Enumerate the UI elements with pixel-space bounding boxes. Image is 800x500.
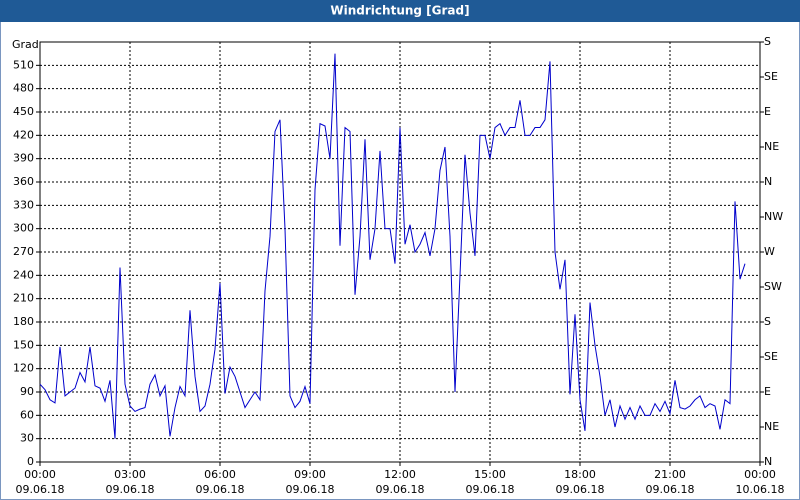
chart-title: Windrichtung [Grad] <box>330 4 469 18</box>
y-tick-label: 420 <box>13 128 34 141</box>
y-tick-label: 480 <box>13 82 34 95</box>
y2-tick-label: W <box>764 245 775 258</box>
x-tick-label: 06:00 <box>204 468 236 481</box>
y2-tick-label: SE <box>764 350 778 363</box>
y-tick-label: 150 <box>13 338 34 351</box>
x-tick-date: 09.06.18 <box>106 483 155 496</box>
y-tick-label: 510 <box>13 58 34 71</box>
x-tick-label: 00:00 <box>744 468 776 481</box>
y-tick-label: 0 <box>27 455 34 468</box>
y-tick-label: 180 <box>13 315 34 328</box>
x-tick-date: 09.06.18 <box>286 483 335 496</box>
y-tick-label: 390 <box>13 152 34 165</box>
y-axis-label: Grad <box>12 38 39 51</box>
title-bar <box>0 0 800 22</box>
y-tick-label: 240 <box>13 268 34 281</box>
x-tick-label: 00:00 <box>24 468 56 481</box>
y2-tick-label: NE <box>764 420 779 433</box>
y-tick-label: 60 <box>20 408 34 421</box>
x-tick-label: 21:00 <box>654 468 686 481</box>
y2-tick-label: N <box>764 175 772 188</box>
y2-tick-label: S <box>764 315 771 328</box>
x-tick-date: 09.06.18 <box>556 483 605 496</box>
x-tick-label: 09:00 <box>294 468 326 481</box>
x-tick-date: 09.06.18 <box>646 483 695 496</box>
y2-tick-label: NE <box>764 140 779 153</box>
x-tick-date: 09.06.18 <box>16 483 65 496</box>
x-tick-label: 15:00 <box>474 468 506 481</box>
y-tick-label: 300 <box>13 222 34 235</box>
x-tick-date: 09.06.18 <box>466 483 515 496</box>
data-line <box>39 53 746 439</box>
y-tick-label: 270 <box>13 245 34 258</box>
x-tick-date: 09.06.18 <box>196 483 245 496</box>
y2-tick-label: NW <box>764 210 783 223</box>
y2-tick-label: SE <box>764 70 778 83</box>
y-tick-label: 90 <box>20 385 34 398</box>
y-tick-label: 30 <box>20 432 34 445</box>
y-tick-label: 120 <box>13 362 34 375</box>
y-tick-label: 330 <box>13 198 34 211</box>
y2-tick-label: SW <box>764 280 782 293</box>
y-tick-label: 360 <box>13 175 34 188</box>
y2-tick-label: N <box>764 455 772 468</box>
x-tick-label: 12:00 <box>384 468 416 481</box>
plot-frame <box>39 41 761 463</box>
y-tick-label: 210 <box>13 292 34 305</box>
y-tick-label: 450 <box>13 105 34 118</box>
y2-tick-label: E <box>764 105 771 118</box>
x-tick-label: 03:00 <box>114 468 146 481</box>
x-tick-date: 10.06.18 <box>736 483 785 496</box>
x-tick-label: 18:00 <box>564 468 596 481</box>
y2-tick-label: E <box>764 385 771 398</box>
y2-tick-label: S <box>764 35 771 48</box>
x-tick-date: 09.06.18 <box>376 483 425 496</box>
